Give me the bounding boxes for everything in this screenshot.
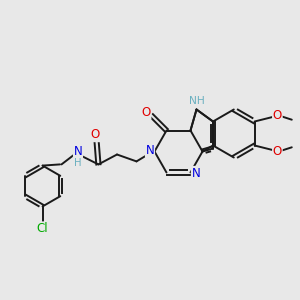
Text: O: O [273,145,282,158]
Text: NH: NH [189,96,205,106]
Text: N: N [146,144,154,158]
Text: O: O [273,109,282,122]
Text: O: O [91,128,100,142]
Text: H: H [74,158,82,168]
Text: N: N [74,145,82,158]
Text: O: O [142,106,151,119]
Text: Cl: Cl [37,222,48,235]
Text: N: N [191,167,200,180]
